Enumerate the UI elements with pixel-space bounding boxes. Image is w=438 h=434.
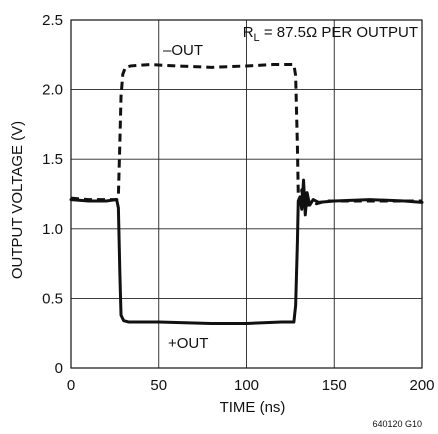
plot-frame	[70, 19, 423, 369]
y-tick-label: 2.5	[42, 12, 63, 29]
series-label-pos-out: +OUT	[168, 335, 208, 352]
y-tick-label: 0	[55, 360, 63, 377]
figure-code: 640120 G10	[372, 419, 422, 429]
y-tick-label: 1.5	[42, 151, 63, 168]
annotation-suffix: = 87.5Ω PER OUTPUT	[260, 24, 418, 41]
series-layer	[69, 63, 424, 325]
x-tick-label: 200	[409, 377, 434, 394]
x-tick-label: 150	[322, 377, 347, 394]
series-label-neg-out: –OUT	[163, 42, 203, 59]
grid	[71, 20, 422, 368]
y-tick-label: 2.0	[42, 82, 63, 99]
x-axis-title: TIME (ns)	[220, 399, 286, 416]
y-tick-label: 1.0	[42, 221, 63, 238]
x-tick-label: 0	[67, 377, 75, 394]
y-axis-title: OUTPUT VOLTAGE (V)	[9, 121, 26, 279]
series-line-pos-out	[69, 178, 424, 325]
tick-labels: 0 50 100 150 200 0 0.5 1.0 1.5 2.0 2.5	[42, 12, 434, 394]
x-tick-label: 100	[234, 377, 259, 394]
x-tick-label: 50	[150, 377, 167, 394]
series-line-neg-out	[70, 63, 422, 207]
load-resistance-annotation: RL = 87.5Ω PER OUTPUT	[243, 24, 418, 44]
y-tick-label: 0.5	[42, 290, 63, 307]
annotation-subscript: L	[254, 32, 260, 44]
annotation-prefix: R	[243, 24, 254, 41]
